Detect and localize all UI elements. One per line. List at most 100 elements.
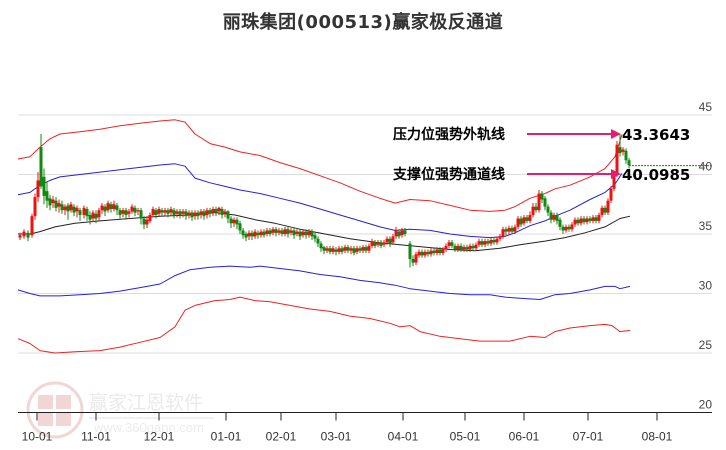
candle-body bbox=[349, 248, 353, 251]
candle bbox=[142, 216, 146, 230]
candle bbox=[534, 203, 538, 213]
candle bbox=[331, 245, 335, 255]
candle bbox=[588, 216, 592, 224]
candle-body bbox=[139, 210, 143, 219]
candle bbox=[94, 210, 98, 224]
candle bbox=[91, 210, 95, 223]
candle-body bbox=[283, 229, 287, 234]
candle-body bbox=[355, 248, 359, 252]
candle-body bbox=[244, 234, 248, 238]
inner-lower-line bbox=[17, 265, 631, 300]
candle-body bbox=[603, 207, 607, 213]
candle-body bbox=[597, 214, 601, 221]
candle bbox=[600, 205, 604, 218]
candle bbox=[220, 206, 224, 219]
watermark-url: www.360gann.com bbox=[93, 420, 204, 435]
candle-body bbox=[26, 232, 30, 238]
candle bbox=[172, 207, 176, 219]
candle-body bbox=[277, 230, 281, 233]
candle-body bbox=[385, 238, 389, 243]
candle bbox=[66, 203, 70, 220]
candle bbox=[576, 217, 580, 226]
candle-body bbox=[546, 206, 550, 213]
candle-body bbox=[109, 204, 113, 210]
candle bbox=[394, 226, 398, 239]
candle-body bbox=[376, 242, 380, 245]
candle-body bbox=[453, 245, 457, 250]
candle bbox=[88, 211, 92, 225]
candle bbox=[283, 226, 287, 237]
candle bbox=[97, 207, 101, 221]
candle-body bbox=[39, 147, 43, 187]
candle-body bbox=[112, 204, 116, 210]
candle-body bbox=[450, 242, 454, 246]
candle-body bbox=[510, 228, 514, 232]
candle bbox=[229, 216, 233, 229]
candle bbox=[603, 205, 607, 215]
candle-body bbox=[612, 174, 616, 189]
x-tick-label: 10-01 bbox=[22, 430, 53, 444]
candle bbox=[558, 217, 562, 231]
candle-body bbox=[63, 206, 67, 211]
candle bbox=[244, 231, 248, 242]
candle-body bbox=[444, 245, 448, 250]
candle bbox=[42, 168, 46, 205]
candle bbox=[373, 239, 377, 249]
candle-body bbox=[295, 231, 299, 234]
y-tick-label: 40 bbox=[699, 160, 713, 174]
candle-body bbox=[426, 251, 430, 255]
candle-body bbox=[223, 211, 227, 214]
watermark-seal-icon bbox=[26, 381, 84, 439]
candle-body bbox=[573, 219, 577, 225]
candle bbox=[247, 230, 251, 240]
candlesticks bbox=[18, 134, 631, 268]
candle bbox=[400, 228, 404, 238]
candle bbox=[615, 141, 619, 177]
candle-body bbox=[22, 231, 26, 237]
candle bbox=[397, 229, 401, 239]
annotations: 压力位强势外轨线 43.3643 支撑位强势通道线 40.0985 bbox=[392, 126, 690, 184]
candle bbox=[340, 245, 344, 255]
candle bbox=[564, 224, 568, 233]
candle bbox=[115, 203, 119, 215]
candle bbox=[85, 206, 89, 221]
candle-body bbox=[462, 247, 466, 250]
candle-body bbox=[379, 242, 383, 246]
grid-lines bbox=[18, 114, 712, 354]
candle-body bbox=[18, 235, 22, 238]
candle bbox=[130, 204, 134, 214]
candle bbox=[361, 244, 365, 254]
candle bbox=[310, 229, 314, 240]
candle bbox=[280, 228, 284, 237]
candle bbox=[127, 209, 131, 218]
candle-body bbox=[145, 219, 149, 225]
candle-body bbox=[340, 248, 344, 252]
candle-body bbox=[205, 210, 209, 215]
candle-body bbox=[361, 247, 365, 251]
candle bbox=[468, 243, 472, 252]
arrow-head-icon bbox=[611, 129, 621, 139]
candle-body bbox=[232, 219, 236, 224]
candle bbox=[495, 236, 499, 245]
candle-body bbox=[262, 231, 266, 236]
y-tick-label: 20 bbox=[699, 398, 713, 412]
annotation-value: 43.3643 bbox=[622, 126, 690, 144]
candle bbox=[498, 234, 502, 242]
candle bbox=[30, 213, 34, 238]
candle bbox=[253, 229, 257, 239]
candle bbox=[169, 206, 173, 217]
candle-body bbox=[247, 232, 251, 237]
candle-body bbox=[196, 212, 200, 217]
candle-body bbox=[516, 218, 520, 227]
candle-body bbox=[250, 232, 254, 237]
candle-body bbox=[465, 247, 469, 250]
candle bbox=[477, 238, 481, 248]
candle-body bbox=[570, 224, 574, 230]
candle bbox=[163, 207, 167, 217]
candle bbox=[355, 245, 359, 255]
candle bbox=[298, 229, 302, 240]
candle-body bbox=[322, 247, 326, 251]
candle-body bbox=[519, 218, 523, 225]
candle bbox=[238, 220, 242, 234]
candle-body bbox=[417, 251, 421, 256]
